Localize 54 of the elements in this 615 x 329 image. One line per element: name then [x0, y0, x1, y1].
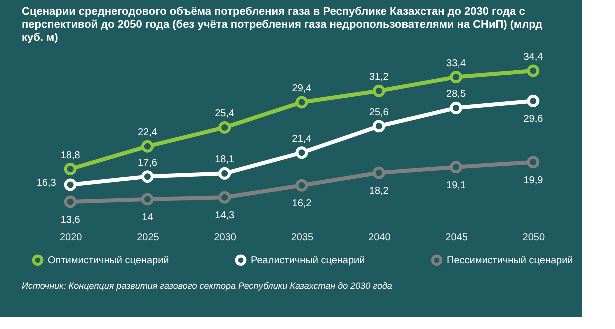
data-label: 29,6 [524, 114, 544, 126]
data-label: 33,4 [446, 58, 466, 70]
data-label: 21,4 [292, 134, 312, 145]
point [450, 102, 463, 114]
point [527, 94, 540, 108]
data-label: 19,9 [524, 175, 544, 186]
x-tick-label: 2040 [368, 232, 392, 244]
legend-label: Оптимистичный сценарий [48, 255, 170, 266]
x-tick-label: 2025 [137, 232, 160, 244]
point [296, 146, 308, 160]
x-tick-label: 2045 [446, 232, 468, 244]
point [372, 166, 386, 180]
legend-label: Пессимистичный сценарий [447, 255, 574, 266]
data-label: 16,2 [292, 198, 312, 210]
point [141, 193, 154, 206]
point [141, 170, 154, 184]
point [141, 140, 154, 153]
point [450, 71, 463, 84]
text: Источник: Концепция развития газового сектора Республики Казахстан до 2030 года [22, 281, 392, 291]
x-tick-label: 2020 [60, 232, 83, 244]
data-label: 19,1 [446, 180, 466, 192]
point [64, 196, 77, 208]
data-label: 18,2 [369, 186, 390, 198]
point [527, 64, 540, 78]
point [372, 120, 386, 133]
x-tick-label: 2050 [522, 232, 546, 244]
data-label: 13,6 [60, 215, 81, 226]
data-label: 28,5 [446, 89, 466, 100]
data-label: 29,4 [292, 83, 312, 94]
data-label: 31,2 [369, 72, 390, 84]
data-label: 14 [142, 212, 154, 224]
data-label: 34,4 [524, 52, 544, 63]
data-label: 17,6 [138, 158, 158, 169]
data-label: 18,1 [215, 154, 236, 166]
point [372, 84, 386, 98]
chart-title: Сценарии среднегодового объёма потребления газа в Республике Казахстан до 2030 года с перспективой до 2050 года (без учёта потребления газа недропользователями на СНиП) (млрд куб. м) [22, 6, 543, 44]
data-label: 25,6 [369, 107, 390, 118]
x-tick-label: 2030 [214, 232, 237, 244]
data-label: 16,3 [36, 178, 57, 189]
point [218, 167, 232, 180]
point [296, 96, 308, 109]
point [218, 191, 232, 204]
point [64, 178, 77, 192]
data-label: 14,3 [215, 210, 236, 222]
point [218, 121, 232, 134]
x-tick-label: 2035 [291, 232, 314, 244]
data-label: 25,4 [215, 108, 236, 120]
data-label: 22,4 [138, 128, 158, 139]
point [64, 163, 77, 176]
point [527, 156, 540, 169]
legend-label: Реалистичный сценарий [251, 255, 366, 266]
data-label: 18,8 [60, 150, 81, 162]
point [296, 179, 308, 192]
point [450, 161, 463, 174]
